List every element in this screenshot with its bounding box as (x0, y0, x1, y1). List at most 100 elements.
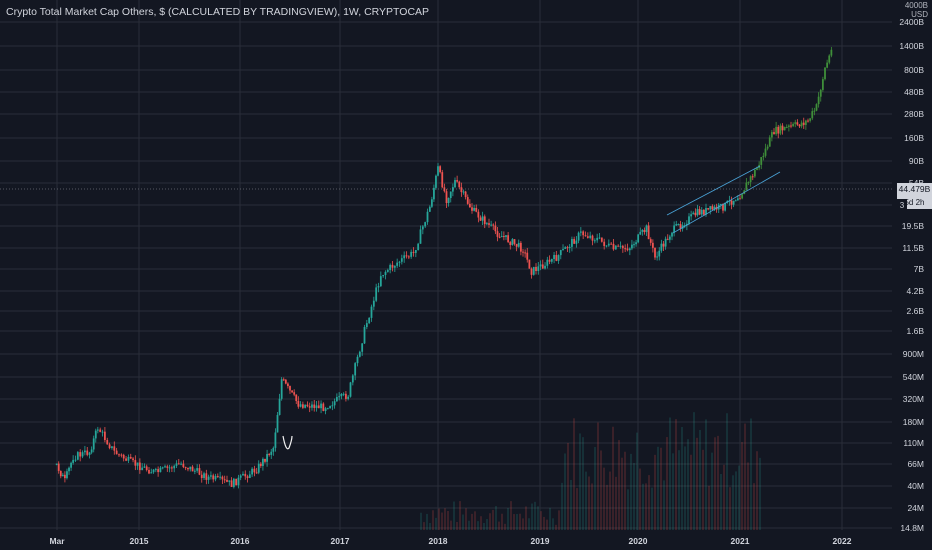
candle-body (781, 125, 784, 131)
volume-bar (528, 518, 530, 530)
candle-body (235, 478, 238, 486)
candle-body (639, 231, 642, 235)
candle-body (297, 401, 300, 407)
candle-body (331, 405, 334, 407)
candle-body (559, 250, 562, 256)
candle-body (90, 449, 93, 453)
x-tick-label: 2021 (730, 536, 750, 546)
volume-bar (723, 464, 725, 530)
candle-body (412, 251, 415, 253)
candle-body (571, 239, 573, 247)
volume-bar (498, 521, 500, 530)
volume-bar (486, 519, 488, 530)
candle-body (494, 225, 497, 232)
candle-body (164, 466, 166, 468)
volume-bar (633, 462, 635, 530)
volume-bar (474, 511, 476, 530)
candle-body (255, 472, 258, 474)
volume-bar (678, 450, 680, 530)
candle-body (198, 468, 201, 475)
candle-body (184, 467, 187, 469)
candle-body (807, 120, 809, 122)
volume-bar (720, 473, 722, 530)
candle-body (828, 55, 831, 63)
volume-bar (696, 437, 698, 530)
candle-body (248, 474, 251, 479)
volume-bar (606, 484, 608, 530)
candle-body (479, 217, 482, 221)
volume-bar (615, 476, 617, 530)
candle-body (351, 375, 354, 383)
volume-bar (531, 503, 533, 530)
volume-bar (603, 467, 605, 530)
candle-body (705, 208, 707, 215)
candle-body (819, 89, 822, 97)
volume-bar (462, 514, 464, 530)
candle-body (666, 238, 669, 240)
volume-bar (600, 450, 602, 530)
candle-body (522, 251, 524, 253)
candle-body (272, 447, 275, 452)
volume-bar (426, 513, 428, 530)
y-tick-label: 40M (907, 481, 924, 491)
candle-body (614, 245, 617, 250)
volume-bar (609, 471, 611, 530)
volume-bar (666, 437, 668, 530)
candle-body (358, 351, 361, 357)
volume-bar (756, 451, 758, 530)
candle-body (624, 248, 627, 250)
candle-body (473, 207, 476, 211)
candle-body (365, 323, 368, 328)
candle-body (115, 450, 118, 455)
candle-body (671, 232, 673, 237)
volume-bar (567, 443, 569, 530)
candle-body (282, 379, 285, 381)
candle-body (400, 258, 403, 262)
volume-bar (669, 417, 671, 530)
candle-body (72, 459, 75, 463)
candle-body (736, 198, 739, 201)
price-tag-cut: 3 (897, 199, 907, 212)
candle-body (621, 245, 624, 249)
volume-bar (735, 471, 737, 530)
y-tick-label: 280B (904, 109, 924, 119)
candle-body (299, 404, 302, 407)
candle-body (246, 476, 249, 479)
candle-body (278, 398, 281, 415)
volume-bar (621, 457, 623, 530)
candle-body (384, 271, 387, 276)
volume-bar (618, 440, 620, 530)
candle-body (513, 239, 516, 244)
volume-bar (468, 520, 470, 530)
y-tick-label: 11.5B (902, 243, 924, 253)
candle-body (214, 476, 217, 480)
candle-body (361, 343, 364, 352)
candle-body (505, 235, 507, 237)
candle-body (92, 438, 95, 450)
candle-body (660, 243, 663, 251)
y-tick-label: 7B (913, 264, 924, 274)
candle-body (707, 208, 710, 210)
candle-body (824, 67, 826, 80)
candle-body (70, 462, 72, 468)
candle-body (276, 414, 279, 433)
candle-body (251, 468, 254, 475)
candle-body (230, 480, 233, 487)
candle-body (566, 247, 569, 249)
candle-body (619, 245, 622, 247)
volume-bar (597, 422, 599, 530)
candle-body (347, 396, 350, 399)
volume-bar (432, 510, 434, 530)
candle-body (631, 244, 633, 249)
candle-body (428, 206, 431, 212)
candle-body (223, 479, 226, 481)
candle-body (575, 240, 578, 244)
candle-body (182, 463, 185, 468)
candle-body (605, 245, 608, 247)
candle-body (553, 254, 555, 260)
candle-body (573, 239, 576, 244)
volume-bar (450, 520, 452, 530)
candle-body (447, 197, 450, 204)
